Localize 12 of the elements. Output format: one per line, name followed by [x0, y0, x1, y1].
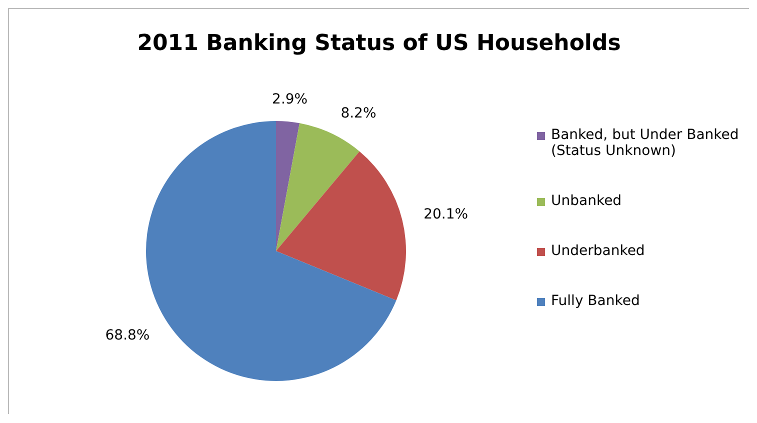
data-label: 2.9% [272, 92, 308, 108]
legend-label: Fully Banked [551, 293, 640, 309]
data-label: 20.1% [424, 206, 468, 223]
legend-label: Unbanked [551, 193, 622, 209]
pie-slice [276, 121, 300, 251]
chart-title: 2011 Banking Status of US Households [136, 31, 622, 56]
data-label: 68.8% [105, 328, 150, 344]
pie-slice [276, 151, 406, 300]
data-label: 8.2% [340, 105, 376, 122]
pie-slice [276, 123, 360, 251]
legend-label: Underbanked [551, 243, 645, 259]
legend-label: Banked, but Under Banked (Status Unknown) [551, 127, 740, 159]
